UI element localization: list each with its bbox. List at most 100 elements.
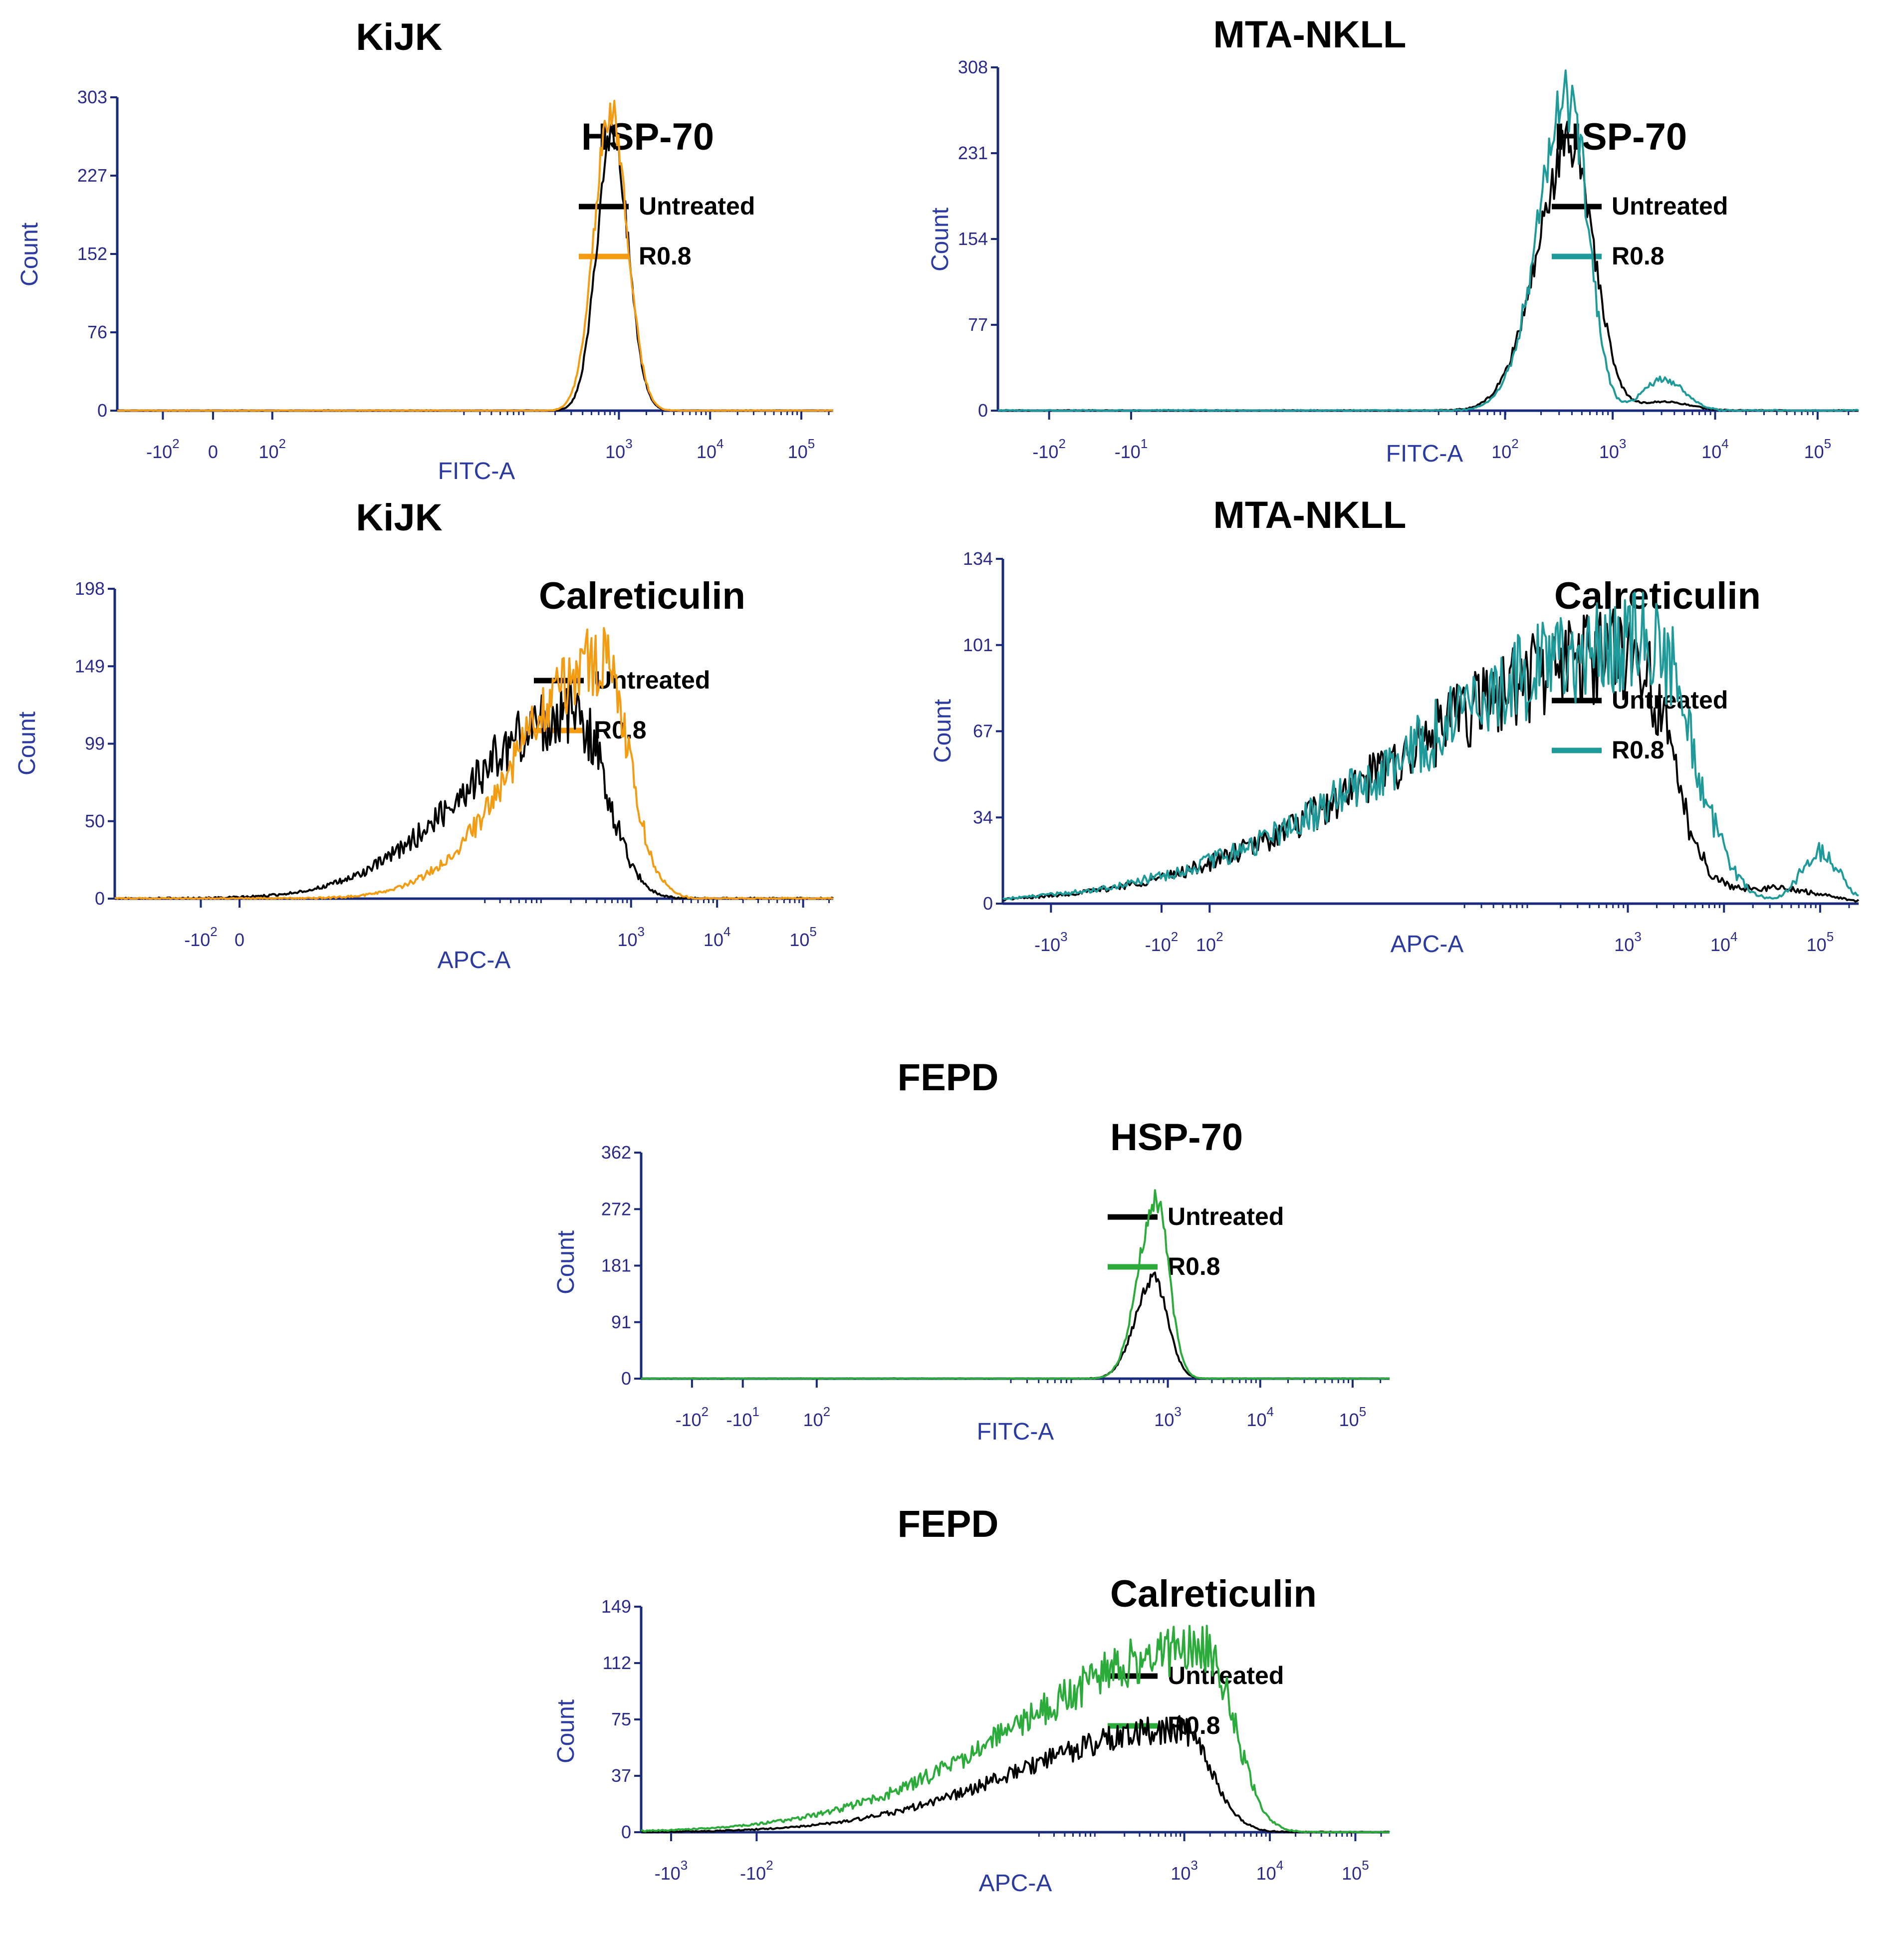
y-tick-label: 308 [958,57,988,77]
x-tick-label: 103 [1154,1404,1182,1430]
x-tick-exponent: 2 [1511,436,1518,451]
series-untreated-line [1002,608,1860,903]
y-tick-label: 0 [983,893,993,914]
x-tick-exponent: 3 [638,924,645,939]
x-tick-label: 102 [1491,436,1519,462]
x-tick-label: 102 [259,436,286,462]
y-tick-label: 37 [611,1765,631,1786]
series-treated-line [117,99,834,412]
x-tick-exponent: 4 [723,924,730,939]
cell-title: FEPD [898,1056,999,1099]
x-tick-label: 105 [788,436,815,462]
x-tick-exponent: 4 [1721,436,1728,451]
y-tick-label: 134 [963,548,993,569]
y-tick-label: 75 [611,1709,631,1729]
x-tick-exponent: 3 [1174,1404,1181,1419]
y-tick-label: 67 [973,721,993,741]
series-untreated-line [997,121,1859,412]
x-tick-exponent: 2 [1058,436,1065,451]
cell-title: KiJK [356,496,442,539]
y-tick-label: 0 [621,1368,631,1389]
y-tick-label: 50 [85,811,105,831]
x-tick-label: 0 [235,930,244,950]
x-tick-exponent: 3 [1190,1858,1197,1873]
y-tick-label: 112 [603,1653,631,1673]
y-tick-label: 91 [611,1312,631,1332]
series-untreated-line [117,122,833,412]
x-tick-label: -103 [655,1858,688,1884]
legend-treated-label: R0.8 [1168,1252,1220,1280]
y-tick-label: 231 [958,143,988,163]
y-tick-label: 362 [601,1142,631,1163]
x-tick-label: -102 [1032,436,1066,462]
x-tick-label: 102 [1196,929,1223,955]
x-tick-label: 104 [704,924,731,950]
x-tick-exponent: 4 [1267,1404,1274,1419]
x-tick-label: 103 [1599,436,1627,462]
x-tick-label: -103 [1034,929,1068,955]
x-tick-exponent: 5 [809,924,816,939]
x-tick-label: 104 [1246,1404,1274,1430]
marker-label: HSP-70 [1110,1116,1243,1159]
y-tick-label: 101 [963,635,993,655]
series-untreated-line [114,681,834,900]
x-tick-label: 104 [1701,436,1729,462]
legend-treated-label: R0.8 [1612,242,1665,270]
y-tick-label: 149 [75,656,105,676]
x-tick-label: 0 [208,442,218,462]
x-tick-label: 103 [1614,929,1642,955]
x-tick-exponent: 3 [681,1858,688,1873]
x-tick-label: -101 [1115,436,1148,462]
series-treated-line [114,627,834,900]
x-tick-exponent: 5 [1827,929,1834,944]
x-tick-label: 105 [1342,1858,1369,1884]
x-tick-label: -101 [726,1404,759,1430]
series-treated-line [997,69,1859,412]
y-axis-label: Count [553,1699,579,1763]
y-tick-label: 154 [958,229,988,249]
x-tick-label: 102 [803,1404,831,1430]
x-tick-label: 105 [1807,929,1834,955]
x-tick-label: -102 [146,436,180,462]
x-tick-label: 104 [697,436,724,462]
x-tick-exponent: 3 [625,436,632,451]
series-treated-line [1002,591,1859,901]
y-tick-label: 0 [978,400,988,421]
y-axis-label: Count [16,223,43,286]
cell-title: KiJK [356,16,442,58]
x-tick-exponent: 2 [823,1404,830,1419]
y-tick-label: 77 [968,314,988,335]
x-tick-exponent: 2 [1171,929,1178,944]
x-tick-exponent: 2 [279,436,286,451]
x-axis-label: APC-A [438,947,511,973]
y-tick-label: 272 [601,1199,631,1219]
x-tick-label: 105 [1339,1404,1367,1430]
chart-mta_hsp70: MTA-NKLLHSP-70UntreatedR0.8077154231308-… [927,13,1859,467]
x-tick-exponent: 5 [1359,1404,1366,1419]
x-tick-label: 103 [617,924,645,950]
x-axis-label: APC-A [979,1870,1052,1897]
marker-label: Calreticulin [1110,1573,1317,1615]
y-axis-label: Count [930,699,956,763]
x-tick-exponent: 1 [1141,436,1148,451]
y-axis-label: Count [553,1230,579,1294]
legend-treated-label: R0.8 [1612,736,1665,764]
x-tick-exponent: 3 [1634,929,1641,944]
series-treated-line [641,1625,1390,1833]
x-tick-label: 105 [789,924,817,950]
y-axis-label: Count [14,712,40,775]
x-axis-label: FITC-A [977,1419,1054,1445]
x-tick-exponent: 3 [1619,436,1626,451]
x-tick-label: 103 [605,436,633,462]
legend-treated-label: R0.8 [594,716,647,744]
x-tick-label: -102 [184,924,218,950]
x-axis-label: FITC-A [438,458,515,484]
chart-kijk_calr: KiJKCalreticulinUntreatedR0.805099149198… [14,496,834,973]
cell-title: FEPD [898,1503,999,1545]
x-tick-exponent: 5 [1362,1858,1369,1873]
